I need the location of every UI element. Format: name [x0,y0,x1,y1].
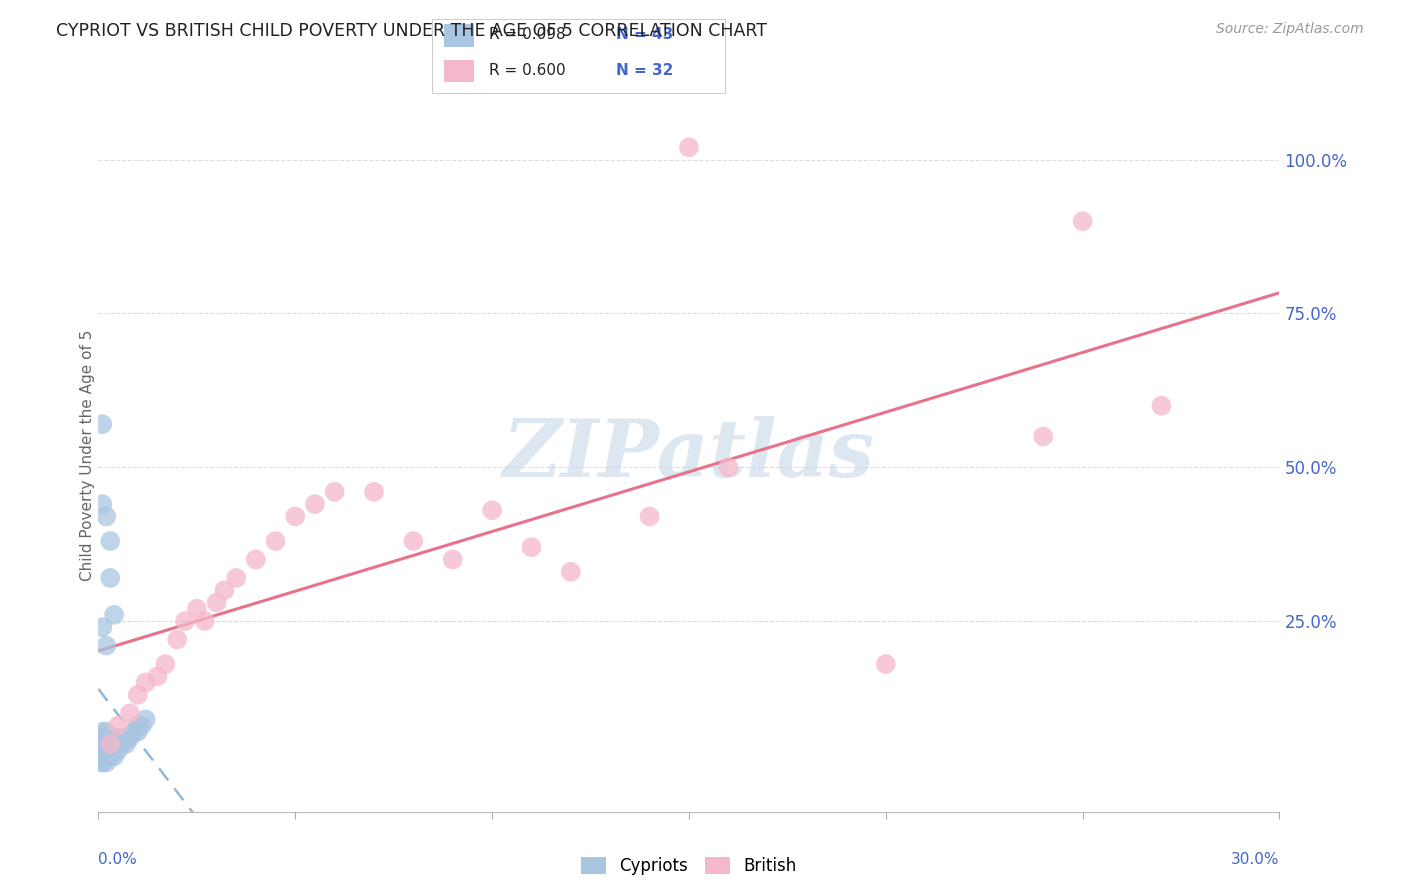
Point [1032,429,1054,443]
Point [98,743,121,757]
Point [363,484,385,499]
Point [96,737,118,751]
Text: 0.0%: 0.0% [98,852,138,867]
Point [103,737,125,751]
Point [481,503,503,517]
Point [122,724,145,739]
Point [98,749,121,764]
FancyBboxPatch shape [444,60,474,82]
Point [186,601,208,615]
Point [91,417,114,432]
Point [98,737,121,751]
Point [127,718,149,732]
Text: Source: ZipAtlas.com: Source: ZipAtlas.com [1216,22,1364,37]
Point [155,657,177,671]
Point [91,731,114,745]
Point [135,713,157,727]
Point [127,688,149,702]
Point [875,657,897,671]
Point [107,737,129,751]
Text: N = 43: N = 43 [616,27,673,42]
Point [103,731,125,745]
Point [520,540,543,554]
Point [103,607,125,622]
Point [98,731,121,745]
Point [91,737,114,751]
Point [638,509,661,524]
Point [264,534,287,549]
Point [323,484,346,499]
Text: 30.0%: 30.0% [1232,852,1279,867]
Point [214,583,236,598]
Point [107,731,129,745]
Point [96,743,118,757]
Point [1150,399,1173,413]
Point [118,706,141,721]
Point [103,743,125,757]
Point [91,620,114,634]
Y-axis label: Child Poverty Under the Age of 5: Child Poverty Under the Age of 5 [80,329,94,581]
Point [245,552,267,566]
Point [98,571,121,585]
Point [91,497,114,511]
Point [1071,214,1094,228]
Point [107,743,129,757]
Point [96,756,118,770]
Point [91,756,114,770]
Point [127,724,149,739]
Point [107,718,129,732]
FancyBboxPatch shape [444,24,474,46]
Point [441,552,464,566]
Point [91,749,114,764]
Point [98,737,121,751]
Point [560,565,582,579]
Text: ZIPatlas: ZIPatlas [503,417,875,493]
Point [91,743,114,757]
Text: CYPRIOT VS BRITISH CHILD POVERTY UNDER THE AGE OF 5 CORRELATION CHART: CYPRIOT VS BRITISH CHILD POVERTY UNDER T… [56,22,768,40]
Point [131,718,153,732]
Point [717,460,740,475]
Point [115,731,138,745]
Point [96,509,118,524]
Point [91,756,114,770]
Point [115,737,138,751]
Point [402,534,425,549]
Text: N = 32: N = 32 [616,62,673,78]
Point [98,534,121,549]
Point [166,632,188,647]
Point [96,731,118,745]
Point [111,737,134,751]
Point [96,724,118,739]
Point [194,614,217,628]
Point [146,669,169,683]
Point [225,571,247,585]
Point [174,614,197,628]
Point [91,724,114,739]
Text: R = 0.098: R = 0.098 [489,27,565,42]
Point [91,749,114,764]
Point [678,140,700,154]
Point [96,639,118,653]
Point [284,509,307,524]
Point [103,749,125,764]
Point [205,596,228,610]
Legend: Cypriots, British: Cypriots, British [575,850,803,882]
Point [304,497,326,511]
Point [96,749,118,764]
Text: R = 0.600: R = 0.600 [489,62,565,78]
Point [135,675,157,690]
FancyBboxPatch shape [432,20,725,93]
Point [111,731,134,745]
Point [118,731,141,745]
